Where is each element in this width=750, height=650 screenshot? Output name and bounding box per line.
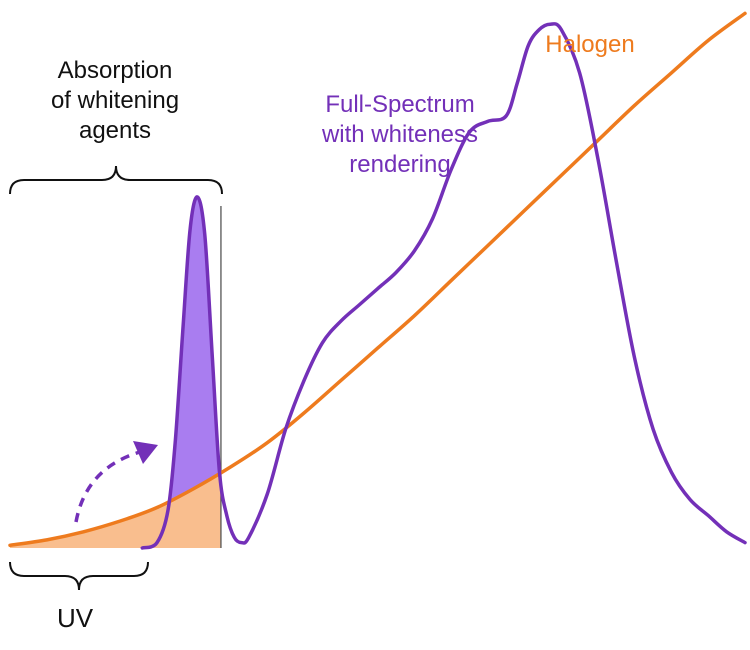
shift-arrow-shaft (74, 450, 141, 523)
series-lines (8, 11, 747, 550)
halogen-absorption-fill (10, 472, 221, 548)
halogen-legend-label: Halogen (545, 31, 635, 58)
full-spectrum-label-line-3: rendering (349, 151, 451, 178)
full-spectrum-line (140, 22, 747, 550)
absorption-label: Absorption of whitening agents (20, 56, 210, 146)
full-spectrum-label-line-2: with whiteness (321, 121, 479, 148)
uv-label: UV (56, 603, 94, 633)
absorption-label-line-2: of whitening (50, 87, 180, 114)
uv-brace (9, 561, 149, 591)
absorption-label-line-1: Absorption (57, 57, 173, 84)
absorption-label-line-3: agents (78, 117, 152, 144)
full-spectrum-legend-label: Full-Spectrum with whiteness rendering (285, 90, 515, 180)
halogen-line (8, 11, 747, 548)
shift-arrow-head-icon (133, 441, 158, 464)
absorption-brace (9, 165, 223, 195)
full-spectrum-label-line-1: Full-Spectrum (325, 91, 475, 118)
